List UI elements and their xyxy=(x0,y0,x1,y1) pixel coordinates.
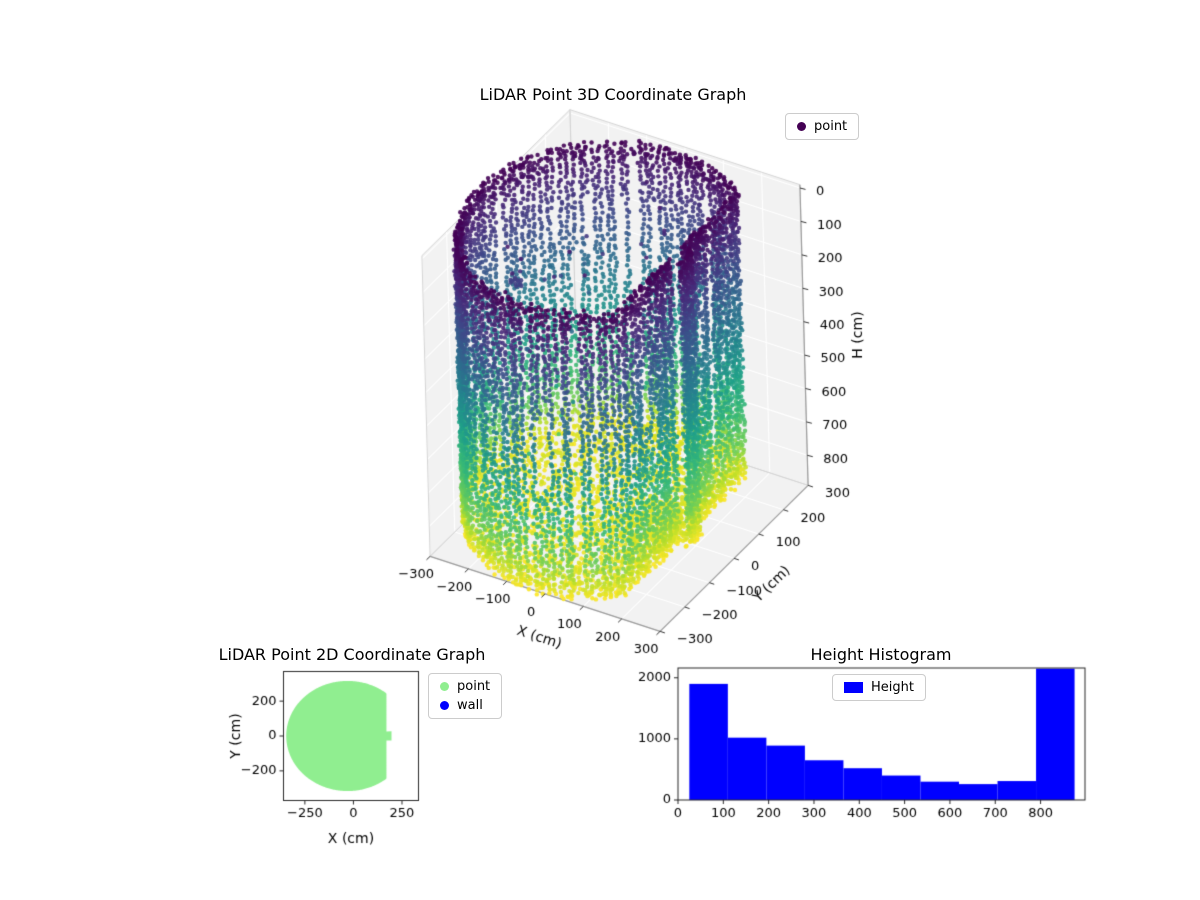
plot3d-legend-point-label: point xyxy=(814,119,848,134)
legend-entry-wall: wall xyxy=(440,698,490,713)
point-marker-icon xyxy=(797,122,806,131)
legend-entry-height: Height xyxy=(844,680,914,695)
plot2d-legend-wall-label: wall xyxy=(457,698,483,713)
point-marker-icon xyxy=(440,682,449,691)
height-swatch-icon xyxy=(844,682,863,693)
plot3d-title: LiDAR Point 3D Coordinate Graph xyxy=(479,85,747,104)
plot3d-legend: point xyxy=(785,113,860,140)
legend-entry-point: point xyxy=(440,679,490,694)
wall-marker-icon xyxy=(440,701,449,710)
legend-entry-point: point xyxy=(797,119,847,134)
histogram-title: Height Histogram xyxy=(810,645,952,664)
histogram-legend-height-label: Height xyxy=(871,680,914,695)
plot2d-legend-point-label: point xyxy=(457,679,491,694)
histogram-legend: Height xyxy=(832,674,926,701)
plot2d-legend: point wall xyxy=(428,673,503,719)
plot2d-title: LiDAR Point 2D Coordinate Graph xyxy=(218,645,486,664)
